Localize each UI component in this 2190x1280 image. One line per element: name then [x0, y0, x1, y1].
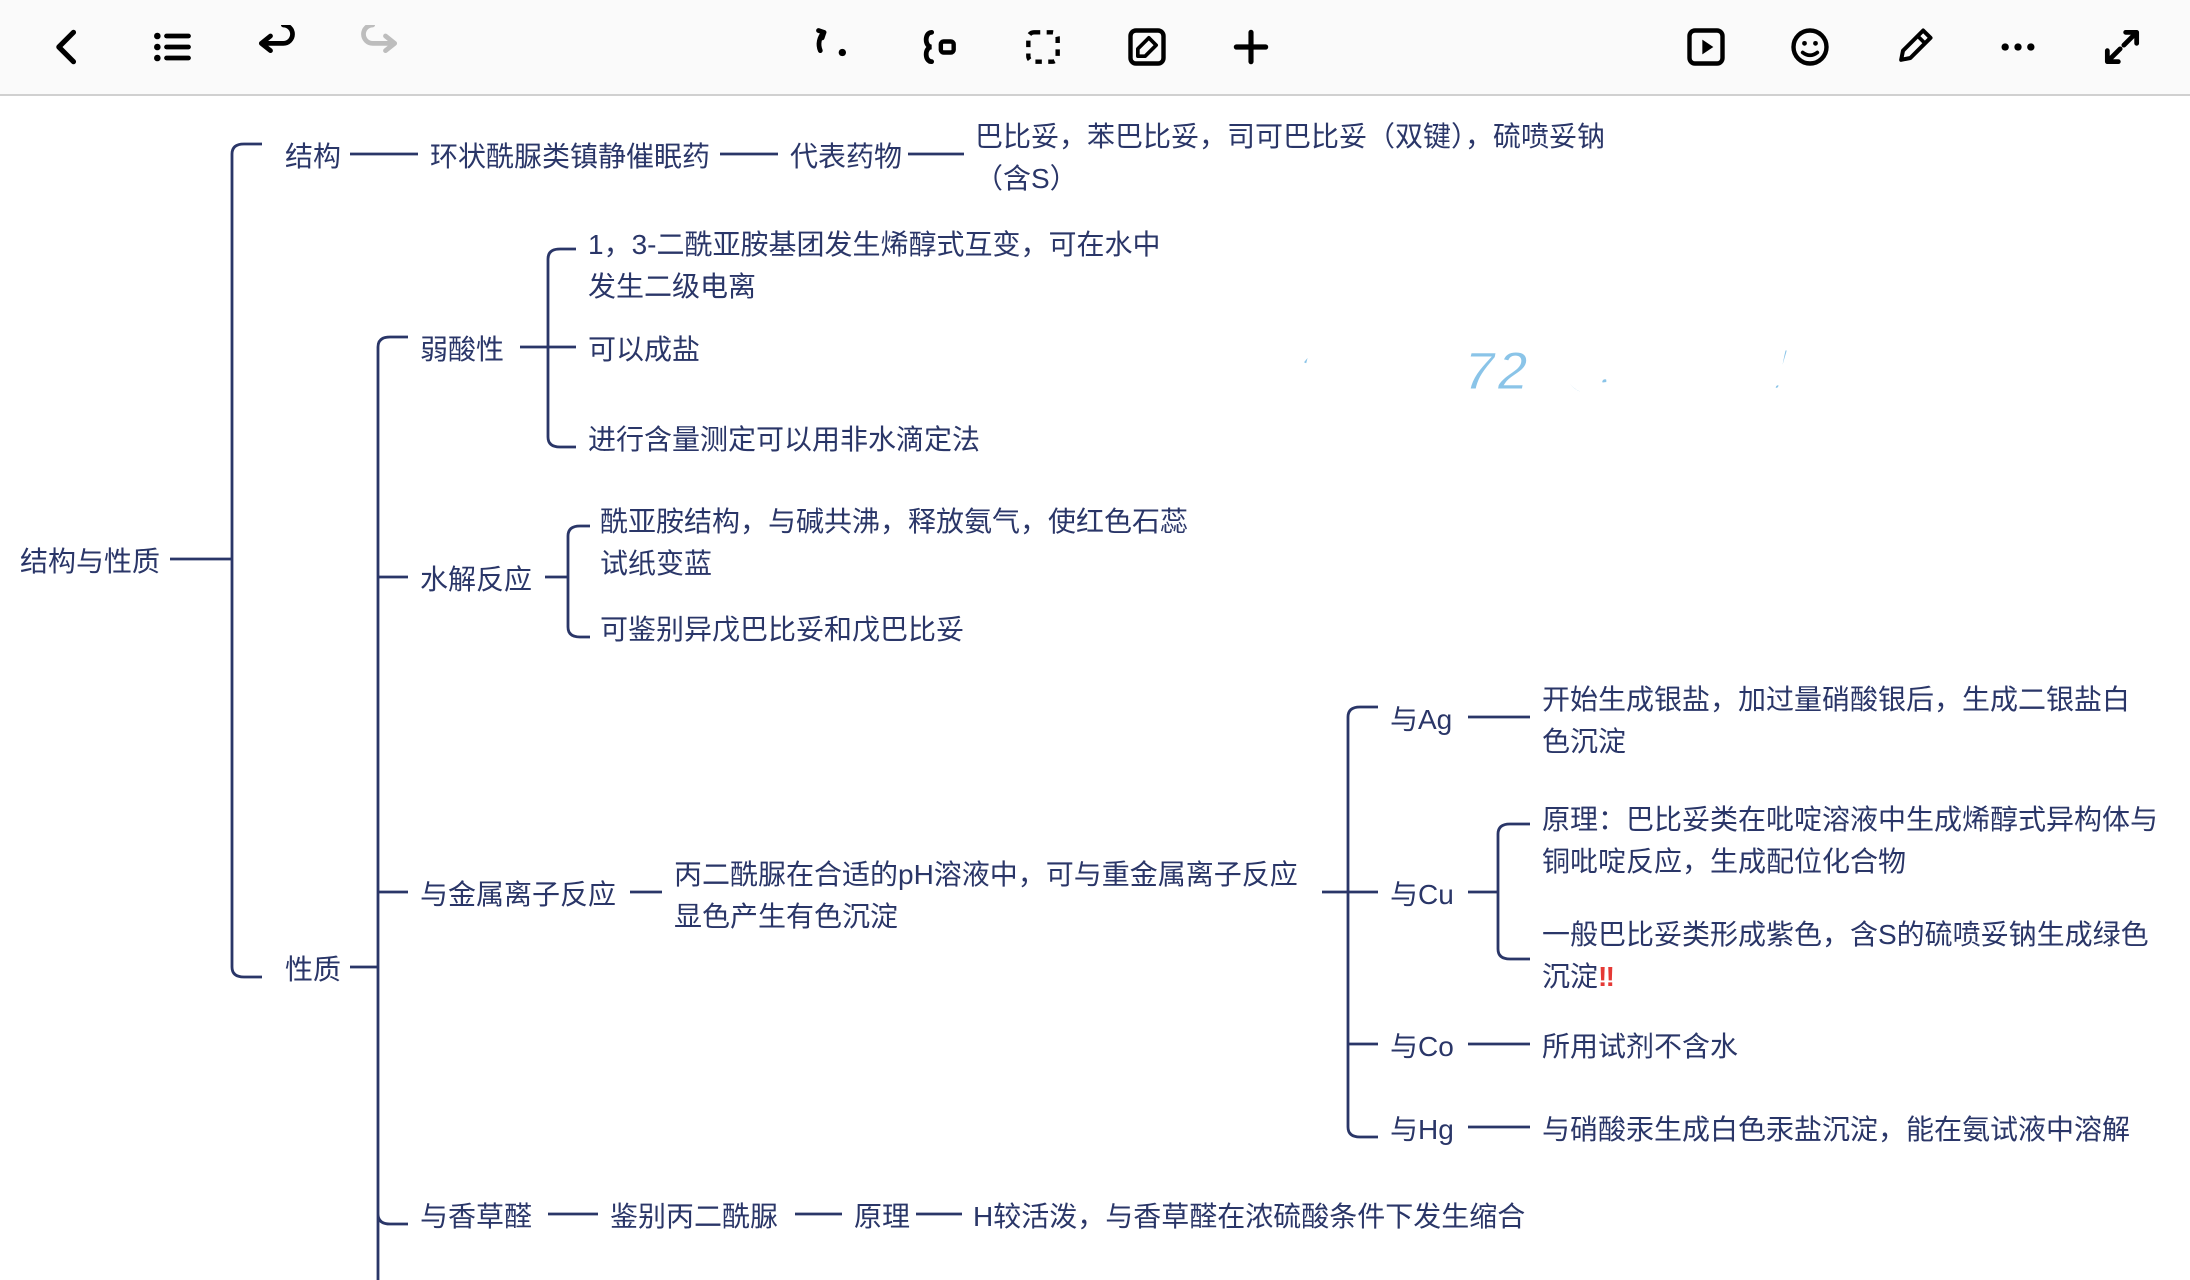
mindmap-node[interactable]: 巴比妥，苯巴比妥，司可巴比妥（双键），硫喷妥钠（含S） [975, 116, 1615, 200]
play-icon[interactable] [1678, 19, 1734, 75]
back-icon[interactable] [40, 19, 96, 75]
rotate-icon[interactable] [807, 19, 863, 75]
mindmap-node[interactable]: 进行含量测定可以用非水滴定法 [588, 419, 980, 461]
edit-icon[interactable] [1119, 19, 1175, 75]
mindmap-node[interactable]: 原理 [854, 1196, 910, 1238]
mindmap-node[interactable]: 1，3-二酰亚胺基团发生烯醇式互变，可在水中发生二级电离 [588, 224, 1168, 308]
emoji-icon[interactable] [1782, 19, 1838, 75]
mindmap-node[interactable]: 与硝酸汞生成白色汞盐沉淀，能在氨试液中溶解 [1542, 1109, 2130, 1151]
mindmap-node[interactable]: 一般巴比妥类形成紫色，含S的硫喷妥钠生成绿色沉淀‼ [1542, 914, 2162, 998]
mindmap-node[interactable]: 性质 [285, 949, 341, 991]
mindmap-canvas[interactable]: 倒计时72天，加油！ 结构与性质 结构 环状酰脲类镇静催眠药 代表药物 巴比妥，苯巴比妥… [0, 96, 2190, 1280]
mindmap-node[interactable]: 环状酰脲类镇静催眠药 [430, 136, 710, 178]
mindmap-node[interactable]: 结构 [285, 136, 341, 178]
brush-icon[interactable] [1886, 19, 1942, 75]
undo-icon[interactable] [248, 19, 304, 75]
mindmap-node[interactable]: 与Cu [1390, 874, 1454, 916]
mindmap-node[interactable]: 与香草醛 [420, 1196, 532, 1238]
list-icon[interactable] [144, 19, 200, 75]
select-icon[interactable] [1015, 19, 1071, 75]
mindmap-node[interactable]: 与Co [1390, 1026, 1454, 1068]
mindmap-node[interactable]: 酰亚胺结构，与碱共沸，释放氨气，使红色石蕊试纸变蓝 [600, 501, 1200, 585]
mindmap-node[interactable]: H较活泼，与香草醛在浓硫酸条件下发生缩合 [973, 1196, 1525, 1238]
bracket-icon[interactable] [911, 19, 967, 75]
mindmap-node[interactable]: 水解反应 [420, 559, 532, 601]
mindmap-node[interactable]: 鉴别丙二酰脲 [610, 1196, 778, 1238]
mindmap-node[interactable]: 弱酸性 [420, 329, 504, 371]
mindmap-node[interactable]: 原理：巴比妥类在吡啶溶液中生成烯醇式异构体与铜吡啶反应，生成配位化合物 [1542, 799, 2162, 883]
mindmap-node[interactable]: 开始生成银盐，加过量硝酸银后，生成二银盐白色沉淀 [1542, 679, 2152, 763]
mindmap-node[interactable]: 丙二酰脲在合适的pH溶液中，可与重金属离子反应显色产生有色沉淀 [674, 854, 1314, 938]
mindmap-node[interactable]: 所用试剂不含水 [1542, 1026, 1738, 1068]
watermark-text: 倒计时72天，加油！ [1290, 326, 1820, 407]
expand-icon[interactable] [2094, 19, 2150, 75]
more-icon[interactable] [1990, 19, 2046, 75]
mindmap-node[interactable]: 与Ag [1390, 699, 1452, 741]
add-icon[interactable] [1223, 19, 1279, 75]
mindmap-node[interactable]: 可以成盐 [588, 329, 700, 371]
mindmap-node[interactable]: 可鉴别异戊巴比妥和戊巴比妥 [600, 609, 964, 651]
mindmap-node[interactable]: 与金属离子反应 [420, 874, 616, 916]
mindmap-node[interactable]: 结构与性质 [20, 541, 160, 583]
toolbar [0, 0, 2190, 96]
mindmap-node[interactable]: 与Hg [1390, 1109, 1454, 1151]
redo-icon [352, 19, 408, 75]
mindmap-node[interactable]: 代表药物 [790, 136, 902, 178]
